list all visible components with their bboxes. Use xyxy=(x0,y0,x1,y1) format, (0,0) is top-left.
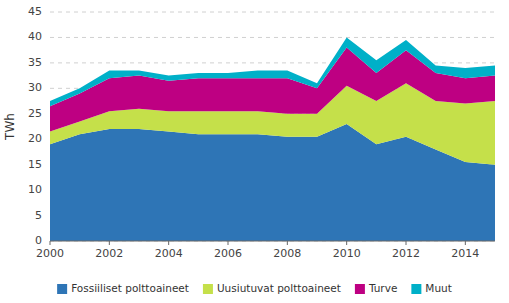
legend-label: Fossiiliset polttoaineet xyxy=(71,282,189,294)
y-tick-label: 40 xyxy=(28,30,42,43)
area xyxy=(50,37,495,106)
chart: 0510152025303540452000200220042006200820… xyxy=(0,0,509,303)
legend-item: Turve xyxy=(355,282,397,294)
y-tick-label: 25 xyxy=(28,107,42,120)
legend-item: Uusiutuvat polttoaineet xyxy=(203,282,341,294)
y-tick-label: 30 xyxy=(28,81,42,94)
y-axis: 0 5 10 15 20 25 30 35 40 45 xyxy=(28,5,495,247)
legend-swatch xyxy=(203,284,213,294)
x-tick-label: 2014 xyxy=(451,247,479,260)
legend-item: Fossiiliset polttoaineet xyxy=(57,282,189,294)
x-tick xyxy=(228,241,229,245)
x-axis-line xyxy=(50,241,495,242)
y-tick-label: 0 xyxy=(35,234,42,247)
legend-label: Uusiutuvat polttoaineet xyxy=(217,282,341,294)
y-tick-label: 5 xyxy=(35,209,42,222)
y-tick-label: 10 xyxy=(28,183,42,196)
x-tick-label: 2010 xyxy=(333,247,361,260)
x-tick xyxy=(465,241,466,245)
legend-swatch xyxy=(411,284,421,294)
x-tick xyxy=(168,241,169,245)
y-tick-label: 15 xyxy=(28,158,42,171)
x-tick xyxy=(50,241,51,245)
grid-line xyxy=(50,12,495,13)
y-tick-label: 20 xyxy=(28,132,42,145)
legend-item: Muut xyxy=(411,282,452,294)
legend-label: Muut xyxy=(425,282,452,294)
y-axis-label: TWh xyxy=(3,113,17,141)
legend-swatch xyxy=(355,284,365,294)
legend: Fossiiliset polttoaineet Uusiutuvat poltt… xyxy=(57,282,452,294)
x-tick-label: 2006 xyxy=(214,247,242,260)
x-tick-label: 2000 xyxy=(36,247,64,260)
x-tick-label: 2004 xyxy=(155,247,183,260)
y-tick-label: 45 xyxy=(28,5,42,18)
y-tick-label: 35 xyxy=(28,56,42,69)
x-tick xyxy=(346,241,347,245)
x-tick xyxy=(406,241,407,245)
grid-line xyxy=(50,241,495,242)
x-tick xyxy=(287,241,288,245)
x-tick xyxy=(109,241,110,245)
x-tick-label: 2008 xyxy=(273,247,301,260)
legend-swatch xyxy=(57,284,67,294)
x-tick-label: 2002 xyxy=(95,247,123,260)
x-tick-label: 2012 xyxy=(392,247,420,260)
areas xyxy=(50,37,495,241)
x-axis: 2000 2002 2004 2006 2008 2010 2012 2014 xyxy=(36,241,495,260)
grid-line xyxy=(50,37,495,38)
legend-label: Turve xyxy=(368,282,397,294)
